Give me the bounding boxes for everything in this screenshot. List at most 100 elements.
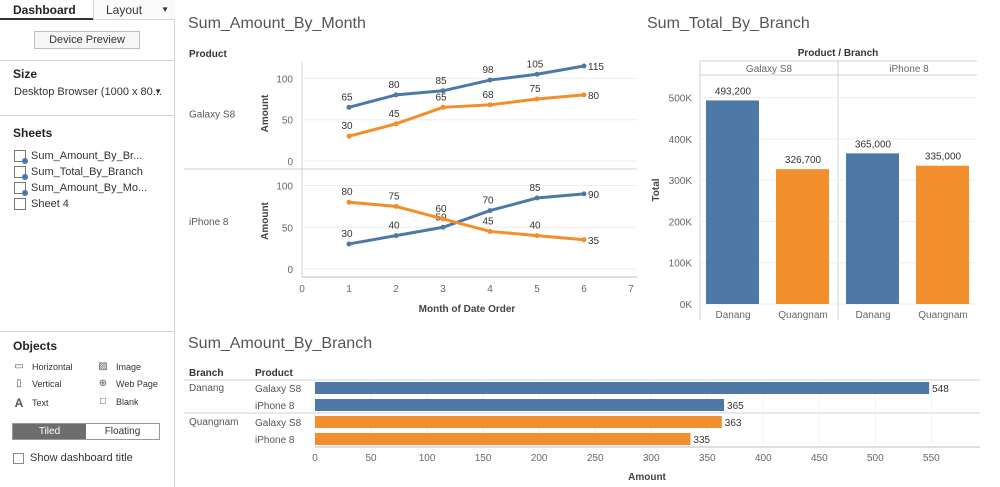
object-horizontal[interactable]: ▭ Horizontal [12,361,72,372]
floating-button[interactable]: Floating [104,426,141,437]
sheet-item-amount-by-month[interactable]: Sum_Amount_By_Mo... [14,182,147,196]
data-label: 105 [527,59,544,70]
branch-label: Danang [855,310,890,321]
size-dropdown[interactable]: Desktop Browser (1000 x 80... ▼ [14,86,162,98]
data-label: 85 [529,183,541,194]
x-tick-label: 6 [581,284,587,295]
bar-label: 493,200 [715,86,752,97]
x-tick-label: 5 [534,284,540,295]
data-point [346,133,352,139]
bar [846,153,899,304]
series-line [348,64,585,109]
column-header: Product / Branch [798,48,879,59]
device-preview-button[interactable]: Device Preview [34,31,140,49]
object-blank[interactable]: □ Blank [96,396,139,407]
bar [315,416,722,428]
bar [916,165,969,304]
sheet-item-amount-by-branch[interactable]: Sum_Amount_By_Br... [14,150,143,164]
data-label: 115 [588,62,604,73]
bar-label: 365,000 [855,139,892,150]
x-tick-label: 50 [365,453,377,464]
divider [0,60,175,61]
data-label: 80 [388,80,400,91]
y-axis-label: Amount [260,94,271,132]
tab-dashboard[interactable]: Dashboard [0,0,93,20]
data-label: 45 [482,216,494,227]
object-web-page[interactable]: ⊕ Web Page [96,378,158,389]
branch-label: Quangnam [918,310,967,321]
x-tick-label: 350 [699,453,716,464]
total-bar-chart: Product / Branch Total 0K 100K 200K 300K 400K 5… [651,48,977,321]
branch-label: Danang [715,310,750,321]
bar-label: 326,700 [785,155,822,166]
y-axis-label: Total [651,178,662,201]
group-label: iPhone 8 [889,64,929,75]
data-point [346,241,352,247]
product-label: Galaxy S8 [255,384,302,395]
checkbox-label: Show dashboard title [30,452,133,464]
divider [0,331,175,332]
x-tick-label: 1 [346,284,352,295]
bar [315,382,930,394]
y-tick-label: 100 [276,182,293,193]
x-tick-label: 500 [867,453,884,464]
object-text[interactable]: A Text [12,396,49,410]
tab-layout[interactable]: Layout ▼ [93,0,175,20]
chevron-down-icon: ▼ [154,87,162,96]
data-point [440,216,446,222]
data-point [487,77,493,83]
data-label: 80 [341,187,353,198]
data-point [393,121,399,127]
row-header: Branch [189,368,223,379]
branch-label: Quangnam [778,310,827,321]
checkbox-box [13,452,24,464]
sheet-item-sheet-4[interactable]: Sheet 4 [14,198,69,210]
bar-label: 548 [932,384,949,395]
branch-label: Danang [189,383,224,394]
y-tick-label: 50 [282,116,294,127]
object-label: Vertical [32,378,62,389]
object-label: Blank [116,396,139,407]
product-label: Galaxy S8 [189,110,236,121]
sheet-item-total-by-branch[interactable]: Sum_Total_By_Branch [14,166,143,180]
group-label: Galaxy S8 [746,64,793,75]
tiled-floating-toggle: Tiled Floating [12,423,160,440]
size-section-title: Size [13,67,38,81]
data-label: 65 [435,92,447,103]
x-tick-label: 450 [811,453,828,464]
data-label: 75 [388,191,400,202]
branch-label: Quangnam [189,417,238,428]
globe-icon: ⊕ [98,378,108,389]
data-label: 80 [588,91,600,102]
object-label: Web Page [116,378,158,389]
data-point [346,199,352,205]
x-tick-label: 400 [755,453,772,464]
x-tick-label: 0 [299,284,305,295]
total-view-title: Sum_Total_By_Branch [647,15,810,32]
y-tick-label: 500K [669,94,693,105]
data-label: 45 [388,109,400,120]
x-tick-label: 150 [475,453,492,464]
show-title-checkbox[interactable]: Show dashboard title [13,452,133,464]
sheet-label: Sum_Amount_By_Br... [31,150,143,162]
x-tick-label: 0 [312,453,318,464]
x-tick-label: 200 [531,453,548,464]
data-point [393,92,399,98]
data-label: 85 [435,76,447,87]
product-label: iPhone 8 [189,217,229,228]
object-vertical[interactable]: ▯ Vertical [12,378,62,389]
x-tick-label: 550 [923,453,940,464]
data-point [534,233,540,239]
bar [315,433,691,445]
sheet-icon [14,150,28,164]
y-tick-label: 300K [669,176,693,187]
tiled-button[interactable]: Tiled [13,424,86,439]
data-point [581,191,587,197]
blank-icon: □ [99,396,107,407]
image-icon: ▨ [98,361,108,372]
x-tick-label: 100 [419,453,436,464]
object-image[interactable]: ▨ Image [96,361,141,372]
object-label: Image [116,361,142,372]
series-line [348,93,585,138]
x-axis-label: Month of Date Order [419,304,516,315]
